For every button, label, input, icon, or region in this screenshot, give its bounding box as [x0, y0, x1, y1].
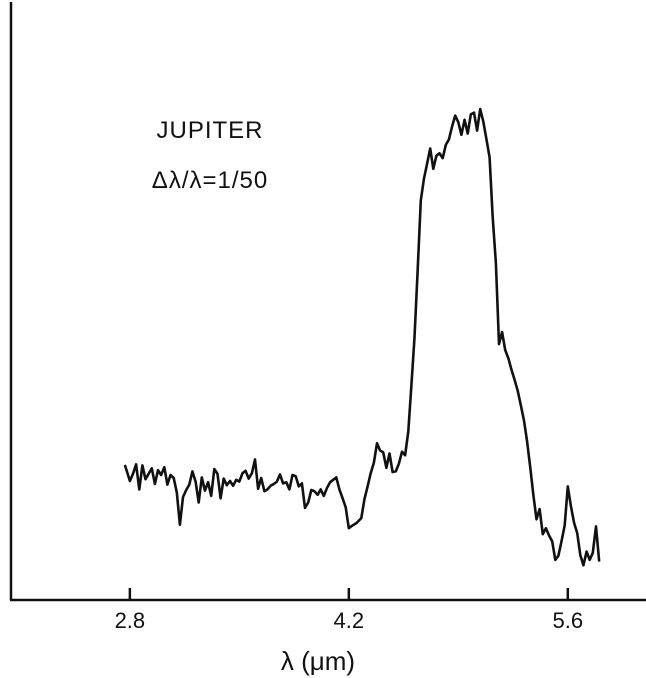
series-line-0: [123, 107, 601, 567]
x-tick-label-2: 5.6: [553, 608, 584, 633]
x-axis-label: λ (μm): [281, 646, 355, 676]
plot-frame: [9, 2, 646, 602]
x-axis-ticks: [128, 588, 570, 600]
x-axis-tick-labels: 2.8 4.2 5.6: [115, 608, 584, 633]
annotation-object-name: JUPITER: [156, 117, 263, 144]
x-tick-label-0: 2.8: [115, 608, 146, 633]
annotation-resolution: Δλ/λ=1/50: [152, 167, 268, 194]
series-group: [123, 107, 601, 567]
x-tick-label-1: 4.2: [334, 608, 365, 633]
